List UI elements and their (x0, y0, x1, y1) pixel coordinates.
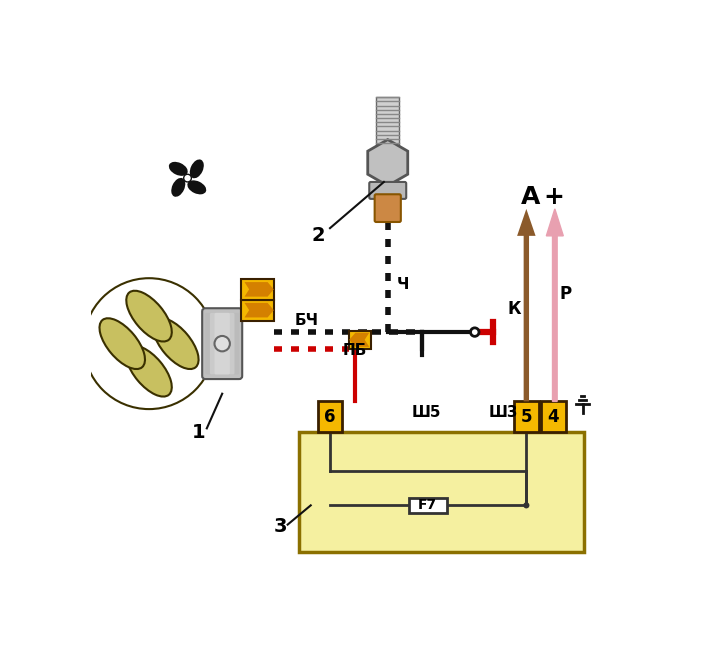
FancyBboxPatch shape (541, 402, 566, 432)
Text: 4: 4 (548, 408, 559, 426)
FancyBboxPatch shape (514, 402, 538, 432)
FancyBboxPatch shape (318, 402, 342, 432)
FancyBboxPatch shape (409, 498, 447, 513)
Text: 5: 5 (521, 408, 532, 426)
Ellipse shape (126, 291, 172, 341)
Ellipse shape (100, 318, 145, 369)
FancyBboxPatch shape (376, 98, 400, 148)
FancyBboxPatch shape (210, 313, 235, 374)
Text: 1: 1 (193, 422, 206, 442)
Circle shape (215, 336, 230, 352)
Text: К: К (507, 300, 521, 318)
Text: БЧ: БЧ (295, 313, 319, 328)
Ellipse shape (190, 159, 204, 178)
FancyBboxPatch shape (205, 313, 239, 374)
Text: +: + (543, 185, 564, 209)
Polygon shape (368, 140, 407, 186)
FancyBboxPatch shape (202, 308, 242, 379)
Ellipse shape (171, 178, 185, 197)
Text: Ш5: Ш5 (412, 406, 441, 421)
FancyBboxPatch shape (349, 331, 371, 349)
Polygon shape (245, 303, 274, 317)
Text: 3: 3 (274, 517, 286, 536)
Polygon shape (349, 333, 369, 347)
FancyBboxPatch shape (369, 182, 406, 199)
Polygon shape (245, 282, 274, 296)
FancyBboxPatch shape (241, 300, 274, 320)
Circle shape (470, 328, 479, 336)
Text: А: А (521, 185, 540, 209)
Text: Ш3: Ш3 (488, 406, 518, 421)
Text: 6: 6 (324, 408, 336, 426)
FancyBboxPatch shape (374, 194, 401, 222)
Text: Ч: Ч (397, 277, 410, 292)
Text: ПБ: ПБ (342, 343, 367, 358)
Ellipse shape (188, 180, 206, 194)
Text: 2: 2 (311, 226, 325, 245)
FancyArrow shape (546, 209, 563, 402)
FancyBboxPatch shape (299, 432, 584, 552)
FancyBboxPatch shape (215, 313, 230, 374)
FancyBboxPatch shape (241, 279, 274, 300)
Ellipse shape (153, 318, 198, 369)
Text: F7: F7 (418, 499, 437, 512)
Ellipse shape (169, 162, 188, 176)
Ellipse shape (126, 346, 172, 396)
Circle shape (184, 174, 191, 182)
Circle shape (523, 502, 529, 508)
FancyArrow shape (517, 209, 536, 402)
Text: Р: Р (559, 285, 571, 303)
